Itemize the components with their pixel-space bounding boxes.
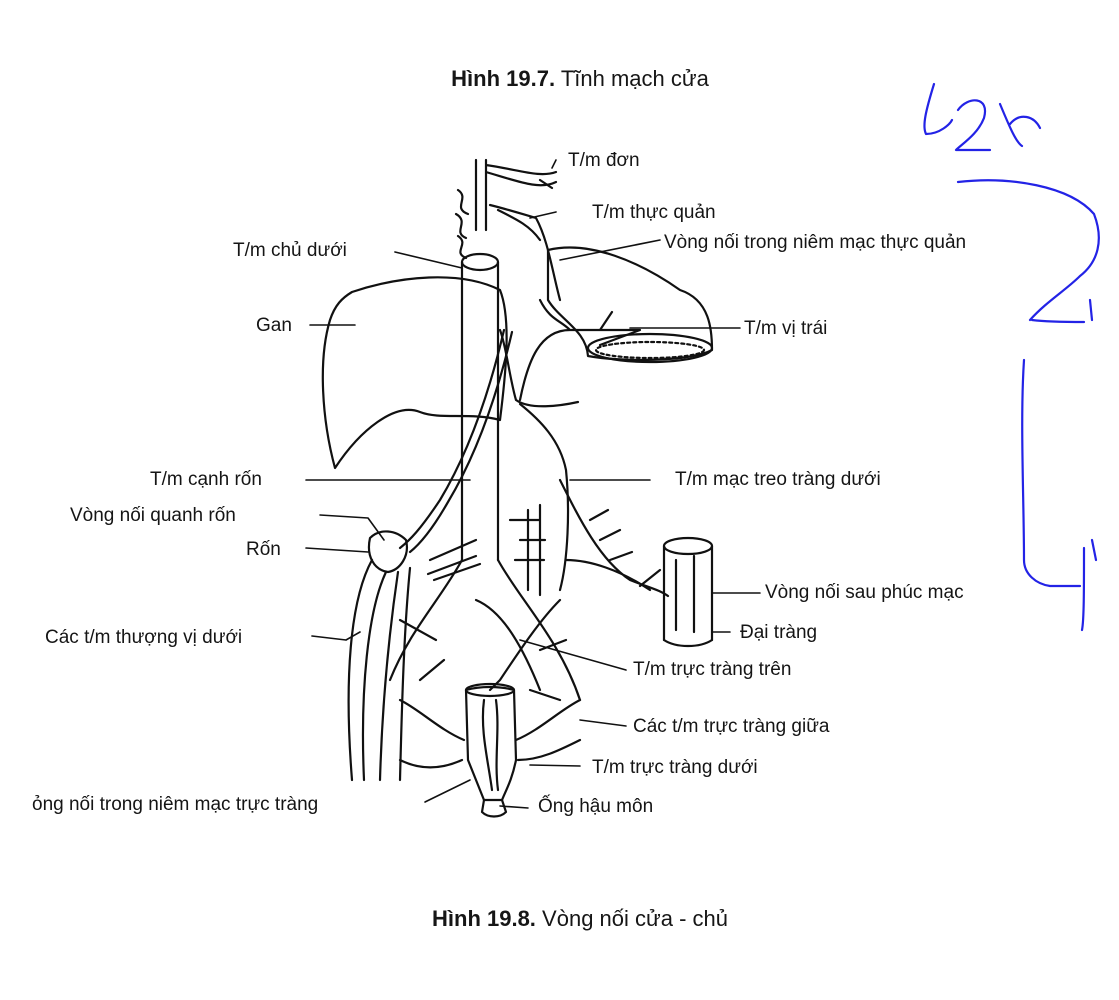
label-esophageal-mucosa-anastomosis: Vòng nối trong niêm mạc thực quản xyxy=(664,232,967,253)
caption-title: Vòng nối cửa - chủ xyxy=(542,906,728,931)
label-inferior-rectal-vein: T/m trực tràng dưới xyxy=(592,757,758,778)
caption-number: Hình 19.8. xyxy=(432,906,536,931)
label-colon: Đại tràng xyxy=(740,622,818,643)
label-paraumbilical-vein: T/m cạnh rốn xyxy=(150,469,262,490)
middle-rectal-veins xyxy=(398,698,582,769)
figure-caption-19-8: Hình 19.8. Vòng nối cửa - chủ xyxy=(0,906,1119,932)
label-inferior-vena-cava: T/m chủ dưới xyxy=(233,240,347,261)
handwritten-annotations xyxy=(923,82,1100,632)
figure-caption-19-7: Hình 19.7. Tĩnh mạch cửa xyxy=(0,66,1119,92)
label-superior-rectal-vein: T/m trực tràng trên xyxy=(633,659,792,680)
label-left-gastric-vein: T/m vị trái xyxy=(744,318,828,339)
label-inferior-mesenteric-vein: T/m mạc treo tràng dưới xyxy=(675,469,881,490)
anal-canal xyxy=(480,798,508,818)
label-azygos-vein: T/m đơn xyxy=(568,150,640,171)
left-gastric-vein xyxy=(518,298,642,402)
label-inferior-epigastric-veins: Các t/m thượng vị dưới xyxy=(45,627,243,648)
iliac-veins xyxy=(388,558,582,702)
label-anal-canal: Ống hậu môn xyxy=(538,796,654,817)
label-rectal-mucosa-anastomosis: ỏng nối trong niêm mạc trực tràng xyxy=(32,794,319,815)
handwriting-top xyxy=(923,82,1042,152)
label-middle-rectal-veins: Các t/m trực tràng giữa xyxy=(633,716,830,737)
mesentery-branches xyxy=(508,503,547,597)
splenic-branch xyxy=(518,402,570,592)
label-periumbilical-anastomosis: Vòng nối quanh rốn xyxy=(70,505,236,526)
label-umbilicus: Rốn xyxy=(246,539,281,560)
azygos-vein xyxy=(474,158,558,232)
handwriting-bottom xyxy=(1021,358,1098,632)
caption-title: Tĩnh mạch cửa xyxy=(560,66,709,91)
label-liver: Gan xyxy=(256,315,292,336)
liver-outline xyxy=(321,276,508,470)
rectum xyxy=(464,685,518,802)
esophageal-vein xyxy=(488,203,562,302)
inferior-epigastric-veins xyxy=(347,558,412,782)
label-retroperitoneal-anastomosis: Vòng nối sau phúc mạc xyxy=(765,582,964,603)
handwriting-bracket xyxy=(956,179,1100,324)
portal-vein xyxy=(498,328,580,408)
label-esophageal-vein: T/m thực quản xyxy=(592,202,716,223)
umbilicus xyxy=(367,530,408,574)
paraumbilical-vein xyxy=(398,328,514,554)
stomach-cut-end xyxy=(586,332,714,364)
colon-segment xyxy=(662,544,714,642)
caption-number: Hình 19.7. xyxy=(451,66,556,91)
inferior-vena-cava xyxy=(460,260,500,562)
